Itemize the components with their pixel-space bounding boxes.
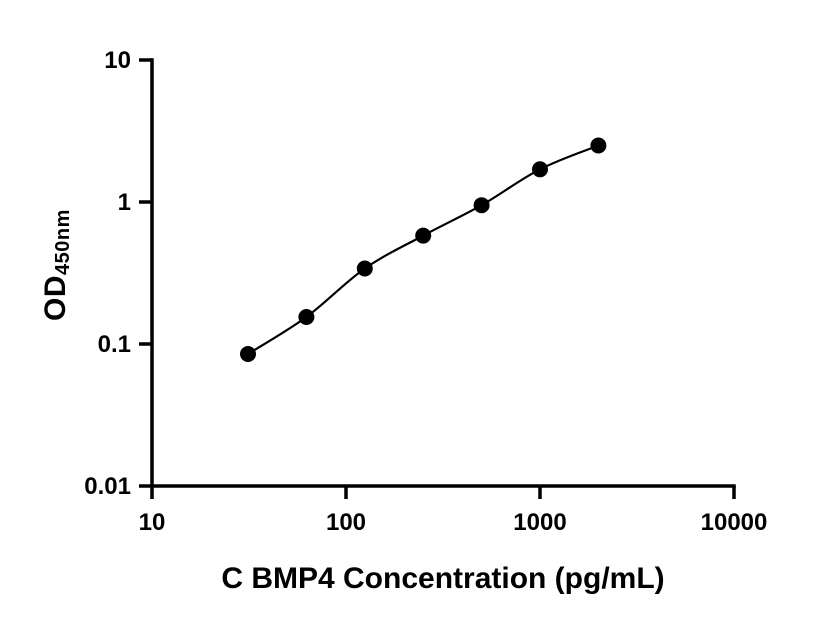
standard-curve-line	[247, 144, 599, 355]
data-point	[415, 227, 432, 244]
data-point	[356, 260, 373, 277]
data-point	[532, 161, 548, 178]
data-point	[298, 309, 315, 325]
y-tick-label: 1	[118, 189, 131, 216]
data-point	[590, 137, 607, 154]
x-axis-title: C BMP4 Concentration (pg/mL)	[221, 562, 665, 595]
x-tick-label: 10000	[701, 509, 768, 536]
y-axis-label-main: OD	[38, 274, 72, 321]
y-axis-label: OD450nm	[39, 209, 75, 321]
y-axis-label-subscript: 450nm	[52, 209, 75, 275]
y-tick-label: 0.01	[84, 473, 131, 500]
data-point	[240, 346, 256, 362]
y-tick-label: 10	[104, 47, 131, 74]
axes-frame	[150, 58, 736, 488]
y-tick-label: 0.1	[98, 331, 131, 358]
x-tick-label: 100	[326, 509, 366, 536]
x-tick-label: 1000	[513, 509, 566, 536]
x-tick-label: 10	[139, 509, 166, 536]
data-point	[473, 197, 490, 214]
